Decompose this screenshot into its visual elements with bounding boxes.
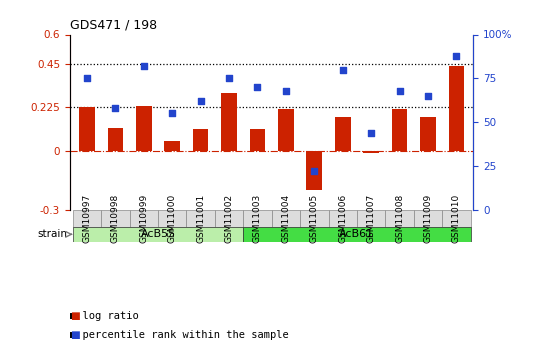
Bar [307, 151, 322, 190]
Bar [130, 210, 158, 227]
Text: GSM11006: GSM11006 [338, 194, 347, 243]
Text: GSM11009: GSM11009 [423, 194, 433, 243]
Point [168, 110, 176, 116]
Bar [243, 227, 471, 242]
Bar [449, 66, 464, 151]
Text: AcB55: AcB55 [140, 229, 175, 239]
Bar [414, 210, 442, 227]
Point [111, 105, 120, 111]
Point [367, 130, 376, 135]
Text: AcB61: AcB61 [339, 229, 374, 239]
Point [310, 168, 318, 174]
Point [281, 88, 290, 93]
Bar [363, 151, 379, 153]
Bar [108, 128, 123, 151]
Text: GSM10999: GSM10999 [139, 194, 148, 243]
Text: GSM11000: GSM11000 [168, 194, 177, 243]
Point [196, 98, 205, 104]
Text: GSM10998: GSM10998 [111, 194, 120, 243]
Text: strain: strain [37, 229, 67, 239]
Bar [158, 210, 187, 227]
Bar [335, 117, 351, 151]
Text: ■: ■ [70, 330, 80, 339]
Bar [420, 117, 436, 151]
Bar [442, 210, 471, 227]
Bar [329, 210, 357, 227]
Point [253, 84, 262, 90]
Bar [193, 129, 208, 151]
Text: GSM11003: GSM11003 [253, 194, 262, 243]
Bar [187, 210, 215, 227]
Bar [79, 108, 95, 151]
Bar [136, 106, 152, 151]
Text: GSM10997: GSM10997 [82, 194, 91, 243]
Bar [101, 210, 130, 227]
Bar [300, 210, 329, 227]
Text: GSM11002: GSM11002 [224, 194, 233, 243]
Bar [357, 210, 385, 227]
Text: GSM11007: GSM11007 [366, 194, 376, 243]
Bar [215, 210, 243, 227]
Point [139, 63, 148, 69]
Text: GDS471 / 198: GDS471 / 198 [70, 19, 157, 32]
Point [452, 53, 461, 58]
Point [225, 76, 233, 81]
Text: ■ percentile rank within the sample: ■ percentile rank within the sample [70, 330, 289, 339]
Bar [243, 210, 272, 227]
Text: GSM11004: GSM11004 [281, 194, 291, 243]
Point [423, 93, 432, 99]
Point [338, 67, 347, 72]
Text: GSM11010: GSM11010 [452, 194, 461, 243]
Text: ■ log ratio: ■ log ratio [70, 311, 139, 321]
Bar [278, 109, 294, 151]
Bar [385, 210, 414, 227]
Bar [272, 210, 300, 227]
Point [83, 76, 91, 81]
Text: GSM11001: GSM11001 [196, 194, 205, 243]
Text: GSM11005: GSM11005 [310, 194, 319, 243]
Bar [250, 129, 265, 151]
Bar [392, 109, 407, 151]
Point [395, 88, 404, 93]
Text: ■: ■ [70, 311, 80, 321]
Bar [73, 227, 243, 242]
Text: GSM11008: GSM11008 [395, 194, 404, 243]
Bar [73, 210, 101, 227]
Bar [165, 140, 180, 151]
Bar [221, 93, 237, 151]
